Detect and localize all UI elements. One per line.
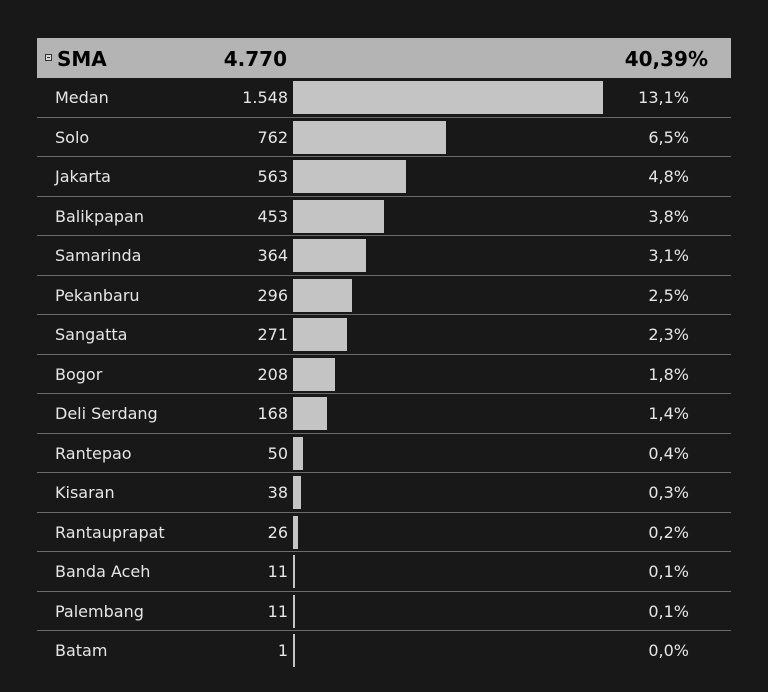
- row-percent-label: 0,1%: [648, 601, 689, 621]
- row-percent-label: 6,5%: [648, 127, 689, 147]
- group-header-row[interactable]: SMA 4.770 40,39%: [37, 38, 731, 78]
- table-row: Sangatta 271 2,3%: [37, 315, 731, 355]
- row-city-label: Bogor: [55, 364, 103, 384]
- row-percent-label: 0,4%: [648, 443, 689, 463]
- row-count-label: 168: [257, 404, 288, 423]
- row-count-label: 208: [257, 364, 288, 384]
- collapse-icon[interactable]: [45, 54, 52, 61]
- table-row: Batam 1 0,0%: [37, 631, 731, 671]
- row-count-label: 271: [257, 325, 288, 344]
- row-city-label: Rantepao: [55, 443, 132, 463]
- row-count-label: 453: [257, 206, 288, 226]
- table-row: Pekanbaru 296 2,5%: [37, 276, 731, 315]
- table-row: Kisaran 38 0,3%: [37, 473, 731, 513]
- row-count-label: 1.548: [242, 88, 288, 107]
- row-percent-label: 0,2%: [648, 522, 689, 542]
- row-city-label: Balikpapan: [55, 206, 144, 226]
- table-row: Balikpapan 453 3,8%: [37, 197, 731, 236]
- row-bar: [293, 239, 366, 272]
- row-count-label: 38: [267, 483, 288, 502]
- table-row: Rantepao 50 0,4%: [37, 434, 731, 473]
- row-count-label: 50: [267, 443, 288, 463]
- row-percent-label: 1,4%: [648, 404, 689, 423]
- row-percent-label: 3,8%: [648, 206, 689, 226]
- table-row: Rantauprapat 26 0,2%: [37, 513, 731, 552]
- row-bar: [293, 634, 295, 667]
- row-bar: [293, 436, 303, 470]
- table-row: Palembang 11 0,1%: [37, 592, 731, 631]
- group-total: 4.770: [223, 47, 287, 71]
- row-count-label: 26: [267, 522, 288, 542]
- row-city-label: Pekanbaru: [55, 285, 140, 305]
- row-bar: [293, 397, 327, 430]
- group-percent: 40,39%: [624, 47, 708, 71]
- row-percent-label: 4,8%: [648, 167, 689, 186]
- row-bar: [293, 199, 384, 233]
- row-bar: [293, 120, 446, 154]
- row-percent-label: 13,1%: [638, 88, 689, 107]
- row-bar: [293, 278, 353, 312]
- table-row: Jakarta 563 4,8%: [37, 157, 731, 197]
- row-percent-label: 0,1%: [648, 562, 689, 581]
- data-table: SMA 4.770 40,39% Medan 1.548 13,1% Solo 762 6…: [37, 38, 731, 671]
- row-percent-label: 1,8%: [648, 364, 689, 384]
- table-row: Solo 762 6,5%: [37, 118, 731, 157]
- table-row: Deli Serdang 168 1,4%: [37, 394, 731, 434]
- row-city-label: Palembang: [55, 601, 144, 621]
- row-city-label: Samarinda: [55, 246, 142, 265]
- table-row: Medan 1.548 13,1%: [37, 78, 731, 118]
- table-row: Bogor 208 1,8%: [37, 355, 731, 394]
- row-count-label: 1: [277, 641, 288, 660]
- group-label: SMA: [57, 47, 107, 71]
- row-city-label: Rantauprapat: [55, 522, 165, 542]
- row-percent-label: 0,3%: [648, 483, 689, 502]
- row-bar: [293, 81, 603, 114]
- row-count-label: 364: [257, 246, 288, 265]
- row-bar: [293, 555, 296, 588]
- row-bar: [293, 515, 299, 549]
- row-city-label: Kisaran: [55, 483, 115, 502]
- table-row: Banda Aceh 11 0,1%: [37, 552, 731, 592]
- row-count-label: 11: [267, 601, 288, 621]
- row-percent-label: 3,1%: [648, 246, 689, 265]
- row-percent-label: 2,5%: [648, 285, 689, 305]
- row-count-label: 563: [257, 167, 288, 186]
- row-city-label: Solo: [55, 127, 90, 147]
- table-body: Medan 1.548 13,1% Solo 762 6,5% Jakarta 563 4,8%…: [37, 78, 731, 671]
- row-percent-label: 2,3%: [648, 325, 689, 344]
- row-bar: [293, 594, 296, 628]
- row-bar: [293, 357, 335, 391]
- row-count-label: 296: [257, 285, 288, 305]
- row-bar: [293, 318, 348, 351]
- row-city-label: Batam: [55, 641, 108, 660]
- row-count-label: 762: [257, 127, 288, 147]
- row-city-label: Sangatta: [55, 325, 128, 344]
- row-percent-label: 0,0%: [648, 641, 689, 660]
- row-city-label: Jakarta: [55, 167, 111, 186]
- row-count-label: 11: [267, 562, 288, 581]
- row-city-label: Medan: [55, 88, 109, 107]
- row-bar: [293, 160, 406, 193]
- table-row: Samarinda 364 3,1%: [37, 236, 731, 276]
- row-city-label: Deli Serdang: [55, 404, 158, 423]
- row-bar: [293, 476, 301, 509]
- row-city-label: Banda Aceh: [55, 562, 151, 581]
